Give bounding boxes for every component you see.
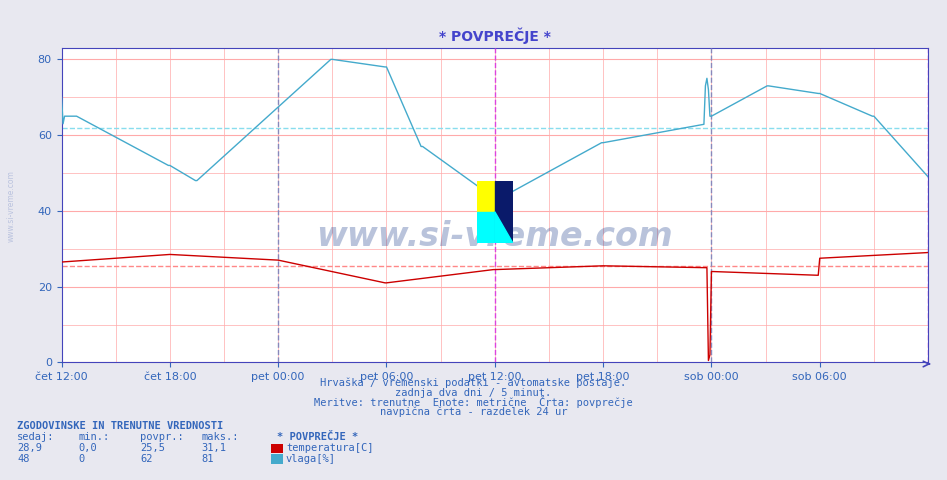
Text: www.si-vreme.com: www.si-vreme.com xyxy=(7,170,16,242)
Text: 81: 81 xyxy=(202,454,214,464)
Text: Hrvaška / vremenski podatki - avtomatske postaje.: Hrvaška / vremenski podatki - avtomatske… xyxy=(320,378,627,388)
Text: 48: 48 xyxy=(17,454,29,464)
Text: povpr.:: povpr.: xyxy=(140,432,184,442)
Bar xyxy=(476,212,494,243)
Text: * POVPREČJE *: * POVPREČJE * xyxy=(277,432,359,442)
Text: min.:: min.: xyxy=(79,432,110,442)
Text: navpična črta - razdelek 24 ur: navpična črta - razdelek 24 ur xyxy=(380,407,567,417)
Polygon shape xyxy=(494,212,513,243)
Text: 0: 0 xyxy=(79,454,85,464)
Title: * POVPREČJE *: * POVPREČJE * xyxy=(438,27,551,44)
Bar xyxy=(494,180,513,243)
Text: 25,5: 25,5 xyxy=(140,443,165,453)
Text: www.si-vreme.com: www.si-vreme.com xyxy=(316,220,673,253)
Text: vlaga[%]: vlaga[%] xyxy=(286,454,336,464)
Text: Meritve: trenutne  Enote: metrične  Črta: povprečje: Meritve: trenutne Enote: metrične Črta: … xyxy=(314,396,633,408)
Bar xyxy=(476,180,494,212)
Text: ZGODOVINSKE IN TRENUTNE VREDNOSTI: ZGODOVINSKE IN TRENUTNE VREDNOSTI xyxy=(17,420,223,431)
Text: 28,9: 28,9 xyxy=(17,443,42,453)
Text: maks.:: maks.: xyxy=(202,432,240,442)
Text: 0,0: 0,0 xyxy=(79,443,98,453)
Text: sedaj:: sedaj: xyxy=(17,432,55,442)
Text: temperatura[C]: temperatura[C] xyxy=(286,443,373,453)
Text: zadnja dva dni / 5 minut.: zadnja dva dni / 5 minut. xyxy=(396,388,551,398)
Text: 62: 62 xyxy=(140,454,152,464)
Text: 31,1: 31,1 xyxy=(202,443,226,453)
